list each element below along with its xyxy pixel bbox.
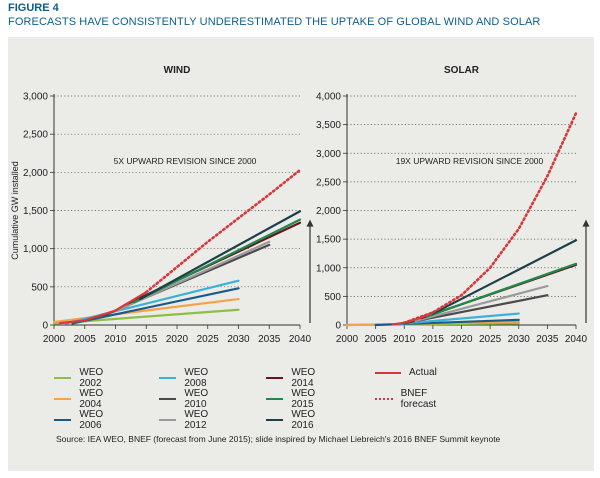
solar-x-tick-label: 2025 xyxy=(479,334,502,345)
solar-y-tick-label: 1,500 xyxy=(316,235,341,246)
solar-y-tick-label: 2,000 xyxy=(316,206,341,217)
solar-series-weo-2008 xyxy=(391,312,520,326)
solar-x-tick-label: 2020 xyxy=(450,334,473,345)
wind-series-weo-2004 xyxy=(52,297,240,324)
solar-x-tick-label: 2040 xyxy=(565,334,588,345)
legend-item-weo-2015: WEO 2015 xyxy=(266,388,324,410)
wind-x-tick-label: 2025 xyxy=(197,334,220,345)
solar-upward-arrow-head xyxy=(582,219,590,227)
solar-x-tick-label: 2000 xyxy=(336,334,359,345)
wind-y-tick-label: 500 xyxy=(31,282,48,293)
solar-y-tick-label: 4,000 xyxy=(316,92,341,103)
wind-x-tick-label: 2040 xyxy=(289,334,312,345)
legend-label: WEO 2014 xyxy=(291,367,316,389)
wind-x-tick-label: 2035 xyxy=(258,334,281,345)
wind-y-axis-label: Cumulative GW installed xyxy=(10,161,20,260)
solar-y-tick-label: 500 xyxy=(324,292,341,303)
legend-label: WEO 2016 xyxy=(291,409,316,431)
legend-label: WEO 2002 xyxy=(79,367,104,389)
solar-x-tick-label: 2005 xyxy=(365,334,388,345)
legend-label: WEO 2012 xyxy=(184,409,209,431)
wind-annotation: 5X UPWARD REVISION SINCE 2000 xyxy=(114,156,257,166)
legend-swatch xyxy=(266,398,284,400)
legend-item-weo-2002: WEO 2002 xyxy=(54,367,112,389)
legend-swatch xyxy=(375,398,393,400)
solar-x-tick-label: 2030 xyxy=(508,334,531,345)
wind-series-bnef-forecast xyxy=(144,168,302,294)
legend-label: WEO 2015 xyxy=(291,388,316,410)
legend-item-weo-2008: WEO 2008 xyxy=(159,367,217,389)
legend-swatch xyxy=(375,371,401,374)
solar-x-tick-label: 2015 xyxy=(422,334,445,345)
wind-x-tick-label: 2015 xyxy=(135,334,158,345)
wind-y-tick-label: 0 xyxy=(42,321,48,332)
figure-label: FIGURE 4 xyxy=(8,2,59,14)
legend-swatch xyxy=(266,419,284,421)
wind-chart-title: WIND xyxy=(164,65,191,76)
wind-y-tick-label: 3,000 xyxy=(23,92,48,103)
legend-item-bnef-forecast: BNEF forecast xyxy=(375,388,445,410)
legend-swatch xyxy=(159,377,177,379)
solar-y-tick-label: 2,500 xyxy=(316,177,341,188)
solar-series-weo-2012 xyxy=(414,284,549,323)
solar-x-tick-label: 2010 xyxy=(393,334,416,345)
legend-swatch xyxy=(266,377,284,379)
source-note: Source: IEA WEO, BNEF (forecast from Jun… xyxy=(56,434,501,444)
charts-svg: WIND 0 500 1,000 1,500 2,000 2,500 3,000 2000 200… xyxy=(10,65,590,345)
legend-item-weo-2012: WEO 2012 xyxy=(159,409,217,431)
legend-item-weo-2014: WEO 2014 xyxy=(266,367,324,389)
solar-y-tick-label: 3,000 xyxy=(316,149,341,160)
legend-swatch xyxy=(54,419,72,421)
wind-y-tick-label: 2,500 xyxy=(23,130,48,141)
wind-series-weo-2006 xyxy=(71,287,240,325)
solar-series-weo-2016 xyxy=(431,239,578,315)
figure-title: FORECASTS HAVE CONSISTENTLY UNDERESTIMAT… xyxy=(8,16,541,28)
solar-annotation: 19X UPWARD REVISION SINCE 2000 xyxy=(396,156,544,166)
legend-swatch xyxy=(159,398,177,400)
legend-label: WEO 2010 xyxy=(184,388,209,410)
solar-y-tick-label: 1,000 xyxy=(316,263,341,274)
solar-series-bnef-forecast xyxy=(402,111,578,325)
wind-y-tick-label: 1,500 xyxy=(23,206,48,217)
legend-item-weo-2010: WEO 2010 xyxy=(159,388,217,410)
solar-x-tick-label: 2035 xyxy=(536,334,559,345)
wind-x-tick-label: 2000 xyxy=(43,334,66,345)
legend-label: WEO 2004 xyxy=(79,388,104,410)
solar-y-tick-label: 0 xyxy=(335,321,341,332)
wind-x-tick-label: 2005 xyxy=(74,334,97,345)
wind-x-tick-label: 2010 xyxy=(104,334,127,345)
solar-y-tick-label: 3,500 xyxy=(316,120,341,131)
wind-x-tick-label: 2020 xyxy=(166,334,189,345)
legend-label: WEO 2008 xyxy=(184,367,209,389)
legend-label: BNEF forecast xyxy=(400,388,437,410)
wind-series-weo-2016 xyxy=(139,210,302,301)
legend-swatch xyxy=(54,398,72,400)
legend-swatch xyxy=(159,419,177,421)
legend-label: Actual xyxy=(409,367,437,378)
wind-x-tick-label: 2030 xyxy=(227,334,250,345)
legend-label: WEO 2006 xyxy=(79,409,104,431)
legend-swatch xyxy=(54,377,72,379)
legend-item-weo-2004: WEO 2004 xyxy=(54,388,112,410)
wind-upward-arrow-head xyxy=(306,219,314,227)
solar-chart-title: SOLAR xyxy=(444,65,480,76)
legend-item-actual: Actual xyxy=(375,367,437,378)
wind-series-actual xyxy=(59,291,148,325)
legend-item-weo-2016: WEO 2016 xyxy=(266,409,324,431)
solar-series-weo-2015 xyxy=(426,262,578,318)
legend-item-weo-2006: WEO 2006 xyxy=(54,409,112,431)
wind-y-tick-label: 2,000 xyxy=(23,168,48,179)
wind-y-tick-label: 1,000 xyxy=(23,244,48,255)
figure-panel: WIND 0 500 1,000 1,500 2,000 2,500 3,000 2000 200… xyxy=(8,37,594,471)
